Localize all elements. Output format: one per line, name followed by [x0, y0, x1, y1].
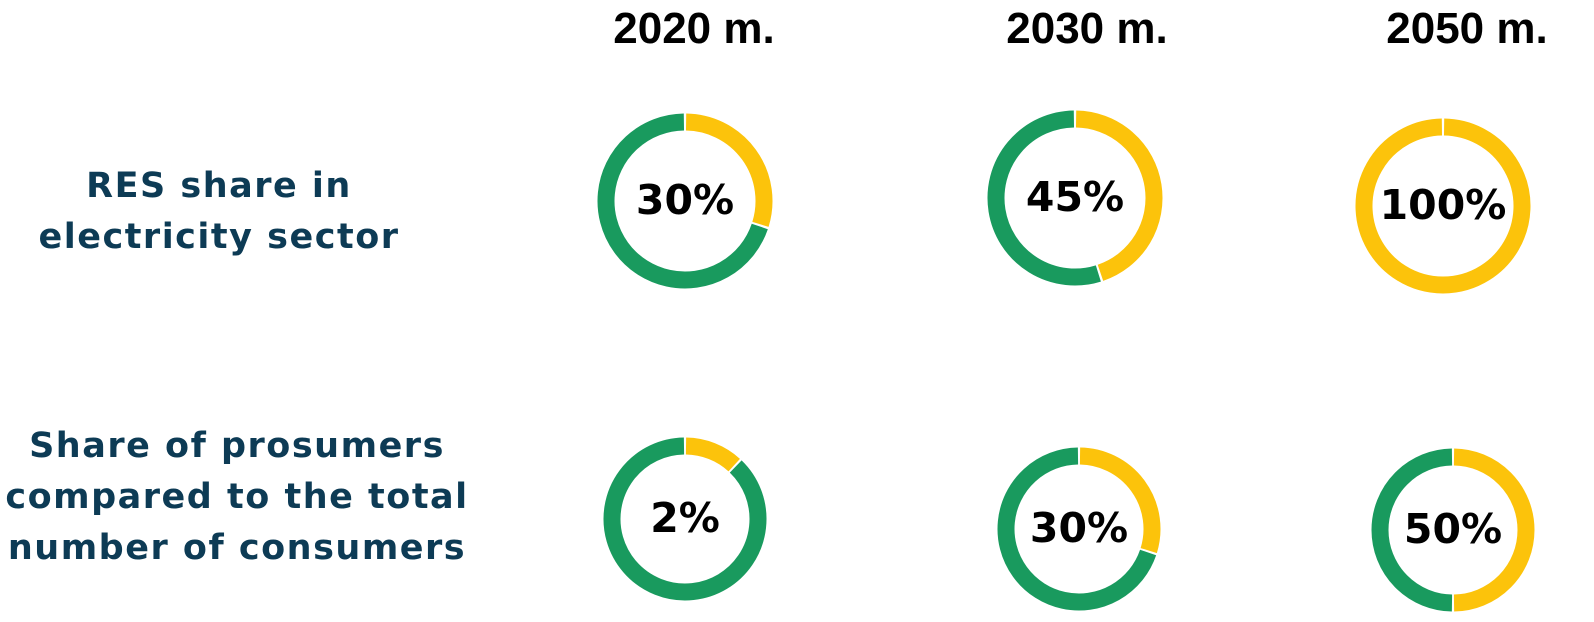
row-label-line: electricity sector [38, 217, 400, 257]
donut-svg: 45% [987, 110, 1163, 286]
donut-share-segment [685, 113, 773, 227]
donut-1-1: 30% [987, 437, 1171, 621]
year-header-2020: 2020 m. [613, 4, 775, 53]
donut-share-segment [1075, 110, 1163, 281]
row-label-line: number of consumers [7, 528, 467, 568]
donut-svg: 50% [1371, 448, 1535, 612]
row-label-prosumers-share: Share of prosumers compared to the total… [5, 421, 468, 574]
donut-remaining-segment [1371, 448, 1453, 612]
row-label-line: Share of prosumers [29, 426, 445, 466]
donut-0-1: 45% [977, 100, 1173, 296]
donut-1-2: 50% [1361, 438, 1545, 622]
donut-value-label: 50% [1404, 505, 1502, 553]
donut-0-2: 100% [1345, 108, 1541, 304]
row-label-line: RES share in [86, 166, 352, 206]
donut-1-0: 2% [593, 427, 777, 611]
donut-remaining-segment [987, 110, 1101, 286]
donut-remaining-segment [997, 447, 1157, 611]
donut-value-label: 30% [1030, 504, 1128, 552]
donut-share-segment [1355, 118, 1531, 294]
row-label-line: compared to the total [5, 477, 469, 517]
donut-remaining-segment [603, 437, 767, 601]
donut-svg: 30% [997, 447, 1161, 611]
year-header-2050: 2050 m. [1386, 4, 1548, 53]
donut-value-label: 30% [636, 176, 734, 224]
donut-svg: 2% [603, 437, 767, 601]
donut-svg: 30% [597, 113, 773, 289]
donut-value-label: 2% [650, 494, 720, 542]
donut-0-0: 30% [587, 103, 783, 299]
donut-remaining-segment [597, 113, 768, 289]
row-label-res-share: RES share in electricity sector [38, 161, 399, 263]
year-header-2030: 2030 m. [1006, 4, 1168, 53]
donut-share-segment [1079, 447, 1161, 554]
donut-svg: 100% [1355, 118, 1531, 294]
donut-value-label: 45% [1026, 173, 1124, 221]
donut-value-label: 100% [1380, 181, 1507, 229]
donut-share-segment [685, 437, 740, 472]
donut-share-segment [1453, 448, 1535, 612]
